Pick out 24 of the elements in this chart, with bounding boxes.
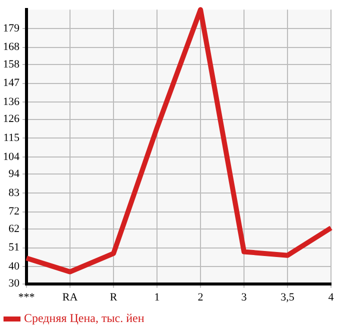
legend-label: Средняя Цена, тыс. йен	[24, 311, 145, 326]
x-tick-label: ***	[18, 291, 35, 304]
x-tick-label: 2	[198, 291, 204, 304]
y-tick-label: 168	[3, 41, 20, 54]
x-tick-label: R	[110, 291, 118, 304]
y-tick-label: 147	[3, 77, 20, 90]
x-tick-label: 1	[154, 291, 160, 304]
y-tick-label: 115	[3, 132, 20, 144]
x-tick-label: 3	[241, 291, 248, 304]
y-tick-label: 104	[3, 150, 20, 163]
y-tick-label: 72	[8, 206, 20, 218]
y-tick-label: 40	[8, 260, 20, 273]
y-tick-label: 62	[8, 222, 20, 235]
y-tick-label: 136	[3, 96, 20, 108]
x-tick-label: 3,5	[280, 291, 295, 304]
x-tick-label: RA	[62, 291, 78, 304]
y-tick-label: 30	[8, 278, 20, 290]
y-tick-label: 126	[3, 113, 20, 126]
y-tick-label: 94	[8, 168, 20, 180]
x-tick-label: 4	[328, 291, 334, 304]
y-tick-label: 51	[8, 242, 20, 254]
y-tick-label: 83	[8, 186, 20, 199]
y-tick-label: 179	[3, 22, 20, 34]
y-tick-label: 158	[3, 58, 20, 70]
